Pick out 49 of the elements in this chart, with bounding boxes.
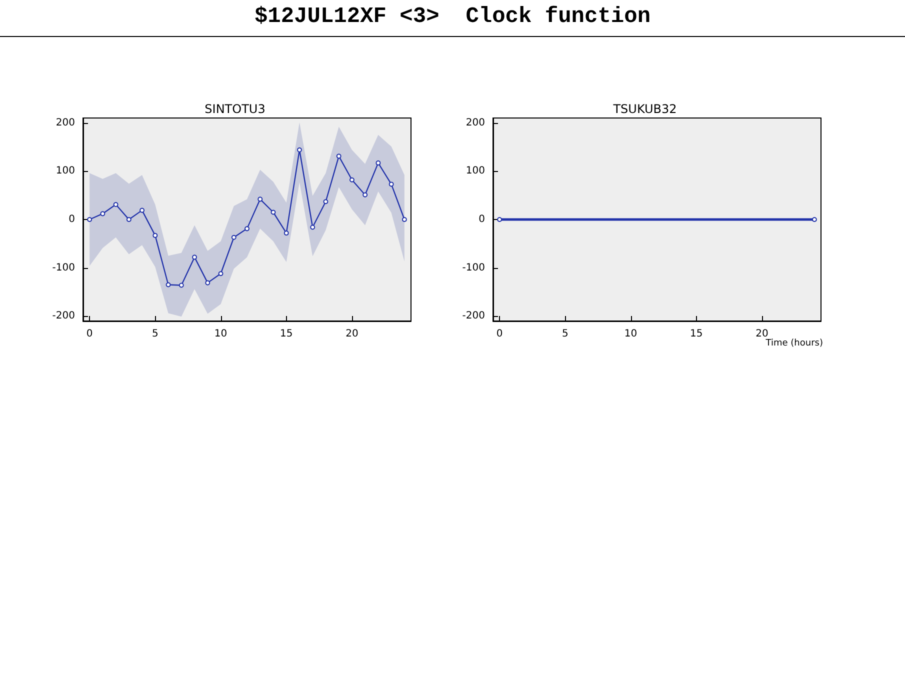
point [218, 271, 224, 276]
x-tick-label: 5 [562, 328, 568, 340]
point [258, 196, 263, 202]
point [192, 254, 198, 260]
x-tick-label: 15 [280, 328, 293, 340]
point [113, 202, 118, 208]
x-tick-label: 5 [152, 328, 158, 340]
x-axis-title: Time (hours) [764, 338, 823, 348]
y-tick-label: -200 [52, 310, 75, 322]
point [349, 177, 354, 182]
point [100, 211, 106, 216]
x-tick-label: 0 [86, 328, 93, 340]
y-tick-label: 0 [478, 214, 485, 225]
chart-title: TSUKUB32 [612, 102, 677, 116]
point [336, 154, 342, 159]
point [296, 147, 302, 152]
x-tick-label: 0 [496, 328, 503, 340]
y-tick-label: 100 [56, 166, 75, 177]
x-tick-label: 10 [624, 328, 638, 340]
point [140, 208, 145, 213]
y-tick-label: 0 [68, 214, 75, 225]
y-tick-label: -100 [52, 262, 75, 274]
point [152, 232, 158, 238]
point [376, 160, 381, 166]
point [362, 192, 368, 198]
y-tick-label: -100 [462, 262, 485, 274]
x-tick-label: 10 [214, 328, 228, 340]
x-tick-label: 20 [756, 328, 768, 340]
point [166, 282, 171, 288]
point [388, 182, 394, 187]
y-tick-label: 100 [466, 166, 485, 177]
y-tick-label: 200 [466, 117, 485, 128]
point [178, 282, 184, 288]
point [126, 217, 132, 222]
text: $12JUL12XF <3> Clock function [253, 4, 652, 29]
point [310, 224, 316, 230]
y-tick-label: 200 [56, 117, 75, 128]
chart-title: SINTOTU3 [204, 102, 266, 116]
point [231, 234, 236, 240]
y-tick-label: -200 [462, 310, 485, 322]
point [270, 210, 276, 215]
point [205, 280, 210, 286]
point [323, 199, 328, 204]
point [87, 217, 92, 222]
point [402, 217, 407, 222]
x-tick-label: 15 [690, 328, 703, 340]
x-tick-label: 20 [346, 328, 358, 340]
point [284, 230, 289, 236]
point [244, 226, 250, 232]
